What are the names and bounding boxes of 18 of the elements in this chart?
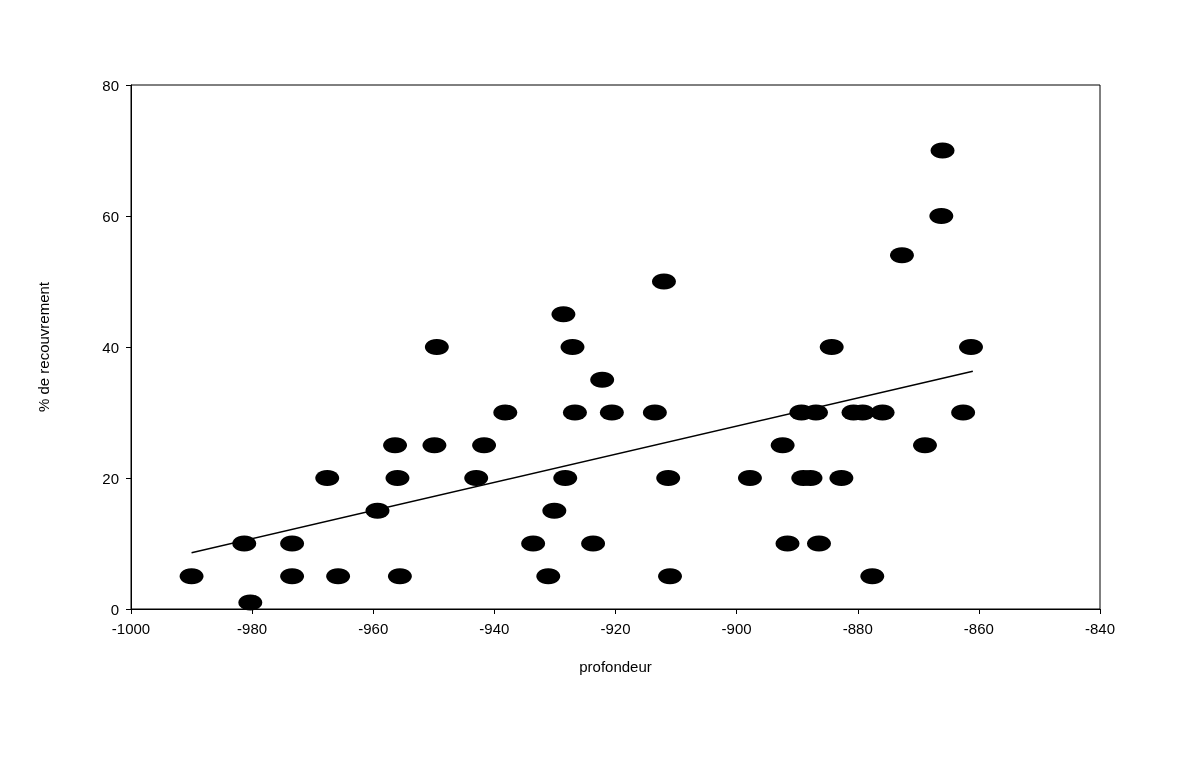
y-tick-label: 60 (102, 207, 119, 225)
y-tick-label: 80 (102, 76, 119, 94)
x-tick-label: -860 (963, 620, 994, 637)
x-tick-label: -840 (1084, 620, 1116, 637)
x-tick-label: -1000 (111, 620, 151, 637)
x-tick-label: -880 (842, 620, 873, 637)
point (913, 437, 937, 454)
y-axis-title: % de recouvrement (35, 281, 52, 413)
y-tick-label: 0 (110, 600, 119, 618)
x-tick-label: -960 (358, 620, 389, 637)
y-tick-label: 40 (102, 338, 119, 356)
point (807, 535, 831, 552)
x-axis-title: profondeur (579, 658, 652, 675)
x-tick-label: -940 (479, 620, 510, 637)
x-tick-label: -980 (237, 620, 268, 637)
x-tick-label: -900 (721, 620, 752, 637)
x-tick-label: -920 (600, 620, 631, 637)
y-tick-label: 20 (102, 469, 119, 487)
